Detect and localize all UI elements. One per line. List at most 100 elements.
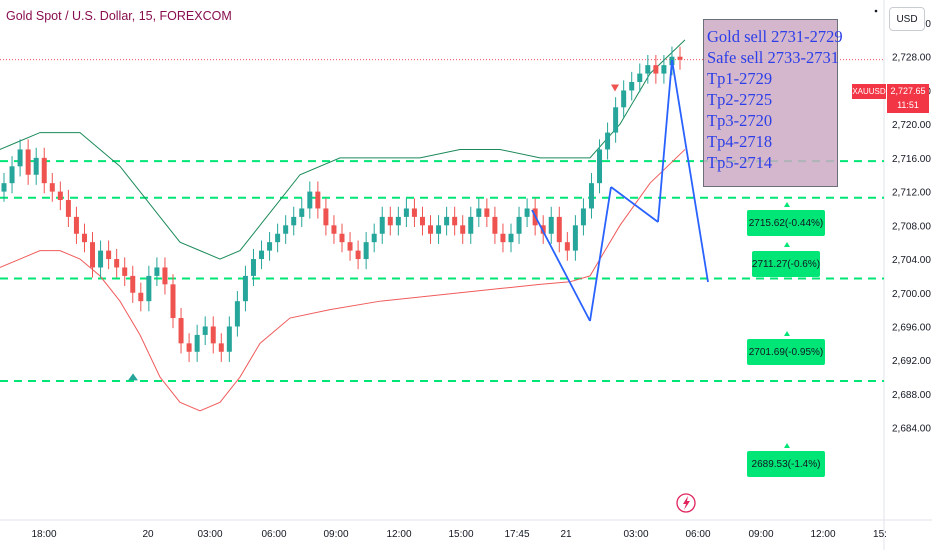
candle-body — [242, 275, 248, 302]
candle-body — [81, 233, 87, 243]
candle-body — [154, 267, 160, 276]
candle-body — [331, 225, 337, 234]
candle-body — [428, 225, 434, 234]
candle-body — [629, 82, 635, 91]
x-tick-label: 20 — [142, 529, 154, 540]
candle-body — [403, 208, 409, 217]
candle-body — [436, 225, 442, 234]
candle-body — [90, 242, 96, 268]
candle-body — [9, 166, 15, 184]
candle-body — [307, 191, 313, 209]
x-tick-label: 09:00 — [323, 529, 348, 540]
candle-body — [218, 343, 224, 352]
candle-body — [484, 208, 490, 217]
candle-body — [57, 191, 63, 201]
drawing-trend-line — [589, 186, 612, 322]
y-tick-label: 2,700.00 — [892, 289, 931, 300]
candle-body — [106, 250, 112, 260]
candle-body — [122, 267, 128, 276]
candle-body — [588, 183, 594, 209]
x-tick-label: 15:00 — [448, 529, 473, 540]
note-line: Safe sell 2733-2731 — [707, 48, 839, 67]
candle-body — [202, 326, 208, 335]
candle-body — [194, 334, 200, 352]
candle-body — [73, 216, 79, 234]
note-line: Tp3-2720 — [707, 111, 773, 130]
candle-body — [548, 216, 554, 234]
level-arrow-marker — [784, 331, 790, 336]
last-price-badge: 2,727.65 11:51 — [887, 84, 929, 113]
level-arrow-marker — [784, 242, 790, 247]
level-label-3[interactable]: 2701.69(-0.95%) — [747, 339, 825, 365]
sell-signal-triangle — [611, 84, 619, 92]
candle-body — [476, 208, 482, 217]
currency-button[interactable]: USD — [889, 7, 925, 31]
y-tick-label: 2,704.00 — [892, 255, 931, 266]
candle-body — [234, 301, 240, 327]
drawing-trend-line — [671, 59, 709, 283]
candle-body — [17, 149, 23, 167]
y-tick-label: 2,720.00 — [892, 120, 931, 131]
candle-body — [468, 216, 474, 234]
candle-body — [130, 275, 136, 293]
candle-body — [387, 216, 393, 226]
level-arrow-marker — [784, 202, 790, 207]
drawing-trend-line — [657, 59, 673, 223]
candle-body — [419, 216, 425, 226]
candle-body — [653, 65, 659, 74]
candle-body — [411, 208, 417, 217]
symbol-title[interactable]: Gold Spot / U.S. Dollar, 15, FOREXCOM — [6, 9, 232, 23]
level-label-4[interactable]: 2689.53(-1.4%) — [747, 451, 825, 477]
x-tick-label: 06:00 — [685, 529, 710, 540]
candle-body — [597, 149, 603, 184]
candle-body — [556, 216, 562, 243]
level-label-2[interactable]: 2711.27(-0.6%) — [752, 251, 820, 277]
note-line: Tp5-2714 — [707, 153, 773, 172]
note-line: Tp1-2729 — [707, 69, 773, 88]
candle-body — [460, 225, 466, 234]
candle-body — [33, 157, 39, 175]
candle-body — [186, 343, 192, 352]
candle-body — [524, 208, 530, 217]
candle-body — [275, 233, 281, 243]
drawing-trend-line — [531, 209, 591, 322]
y-tick-label: 2,708.00 — [892, 221, 931, 232]
level-arrow-marker — [784, 443, 790, 448]
menu-dots-icon — [874, 9, 878, 13]
drawing-trend-line — [610, 186, 659, 223]
candle-body — [613, 107, 619, 133]
trade-note-box[interactable]: Gold sell 2731-2729 Safe sell 2733-2731 … — [703, 19, 843, 187]
lower-band-line — [0, 149, 686, 412]
candle-body — [564, 242, 570, 251]
candle-body — [645, 65, 651, 74]
candle-body — [363, 242, 369, 260]
candle-body — [259, 250, 265, 260]
level-label-1[interactable]: 2715.62(-0.44%) — [747, 210, 825, 236]
y-tick-label: 2,728.00 — [892, 53, 931, 64]
candle-body — [516, 216, 522, 234]
candle-body — [98, 250, 104, 268]
candle-body — [41, 157, 47, 184]
y-tick-label: 2,696.00 — [892, 322, 931, 333]
bar-countdown: 11:51 — [897, 100, 919, 110]
candle-body — [1, 183, 7, 192]
symbol-price-tag: XAUUSD — [852, 84, 886, 99]
x-tick-label: 17:45 — [504, 529, 529, 540]
candle-body — [49, 183, 55, 192]
candle-body — [580, 208, 586, 226]
x-tick-label: 21 — [560, 529, 572, 540]
candle-body — [210, 326, 216, 344]
candle-body — [637, 73, 643, 83]
candle-body — [395, 216, 401, 226]
x-tick-label: 12:00 — [810, 529, 835, 540]
x-tick-label: 12:00 — [386, 529, 411, 540]
y-tick-label: 2,716.00 — [892, 154, 931, 165]
x-tick-label: 03:00 — [623, 529, 648, 540]
x-tick-label: 18:00 — [31, 529, 56, 540]
candle-body — [371, 233, 377, 243]
x-tick-label: 15: — [873, 529, 887, 540]
candle-body — [299, 208, 305, 217]
candle-body — [492, 216, 498, 234]
